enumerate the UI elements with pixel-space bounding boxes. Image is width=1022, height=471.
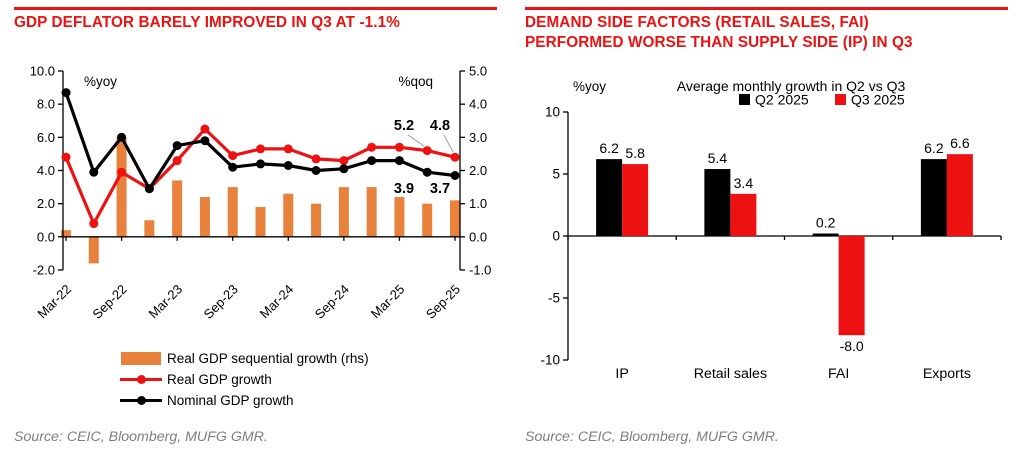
gdp-chart-svg: 10.0 8.0 6.0 4.0 2.0 0.0 -2.0 5.0 4.0 3.0 2.0 1.0 0.… <box>30 64 492 322</box>
svg-text:-5: -5 <box>548 291 560 306</box>
svg-text:Mar-24: Mar-24 <box>257 282 297 322</box>
svg-text:6.2: 6.2 <box>599 140 619 156</box>
source-note-left: Source: CEIC, Bloomberg, MUFG GMR. <box>14 429 268 445</box>
x-axis-labels: Mar-22 Sep-22 Mar-23 Sep-23 Mar-24 Sep-24 Mar-… <box>34 282 463 322</box>
svg-text:0.0: 0.0 <box>37 229 55 244</box>
svg-text:4.8: 4.8 <box>430 118 450 134</box>
right-chart-title: DEMAND SIDE FACTORS (RETAIL SALES, FAI) … <box>525 13 1013 53</box>
svg-text:Sep-25: Sep-25 <box>423 282 463 322</box>
svg-text:4.0: 4.0 <box>37 163 55 178</box>
svg-text:%qoq: %qoq <box>398 74 433 89</box>
legend-label-nominal-gdp: Nominal GDP growth <box>167 393 294 408</box>
svg-text:-2.0: -2.0 <box>33 263 55 278</box>
svg-text:5: 5 <box>552 167 560 182</box>
left-chart-title: GDP DEFLATOR BARELY IMPROVED IN Q3 AT -1… <box>14 14 400 31</box>
gdp-deflator-chart: 10.0 8.0 6.0 4.0 2.0 0.0 -2.0 5.0 4.0 3.0 2.0 1.0 0.… <box>0 60 511 333</box>
svg-text:4.0: 4.0 <box>469 97 487 112</box>
right-chart-legend: Q2 2025 Q3 2025 <box>739 92 905 108</box>
svg-text:Q2 2025: Q2 2025 <box>755 92 809 108</box>
svg-text:-8.0: -8.0 <box>840 338 864 354</box>
svg-text:Mar-25: Mar-25 <box>368 282 408 322</box>
bar-value-labels: 6.2 5.8 IP 5.4 3.4 Retail sales 0.2 -8.0 FAI 6.2 6… <box>599 135 971 382</box>
svg-text:0: 0 <box>552 229 560 244</box>
svg-text:6.2: 6.2 <box>924 140 944 156</box>
svg-text:Sep-23: Sep-23 <box>201 282 241 322</box>
black-line-marker-swatch-icon <box>120 394 162 407</box>
svg-text:%yoy: %yoy <box>84 74 117 89</box>
red-divider-rule-left <box>14 7 497 10</box>
svg-text:8.0: 8.0 <box>37 97 55 112</box>
svg-text:5.0: 5.0 <box>469 64 487 79</box>
axes: 10.0 8.0 6.0 4.0 2.0 0.0 -2.0 5.0 4.0 3.0 2.0 1.0 0.… <box>30 64 492 278</box>
svg-text:0.2: 0.2 <box>816 215 836 231</box>
svg-text:Average monthly growth in Q2 v: Average monthly growth in Q2 vs Q3 <box>677 78 906 94</box>
red-line-marker-swatch-icon <box>120 373 162 386</box>
source-note-right: Source: CEIC, Bloomberg, MUFG GMR. <box>525 429 779 445</box>
svg-text:6.0: 6.0 <box>37 130 55 145</box>
svg-text:5.2: 5.2 <box>394 118 414 134</box>
chart-header: %yoy Average monthly growth in Q2 vs Q3 <box>573 78 905 94</box>
svg-text:Mar-22: Mar-22 <box>34 282 74 322</box>
svg-text:2.0: 2.0 <box>37 196 55 211</box>
callout-labels: 5.2 4.8 3.9 3.7 <box>394 118 454 197</box>
gdp-deflator-panel: GDP DEFLATOR BARELY IMPROVED IN Q3 AT -1… <box>0 7 511 445</box>
legend-item-nominal-gdp: Nominal GDP growth <box>120 390 369 411</box>
svg-text:5.4: 5.4 <box>708 150 728 166</box>
right-chart-title-line2: PERFORMED WORSE THAN SUPPLY SIDE (IP) IN… <box>525 34 913 51</box>
svg-text:Sep-22: Sep-22 <box>89 282 129 322</box>
legend-item-sequential-growth: Real GDP sequential growth (rhs) <box>120 348 369 369</box>
svg-text:FAI: FAI <box>828 366 849 382</box>
svg-text:Q3 2025: Q3 2025 <box>851 92 905 108</box>
legend-item-real-gdp: Real GDP growth <box>120 369 369 390</box>
svg-text:3.9: 3.9 <box>394 181 414 197</box>
svg-text:10.0: 10.0 <box>30 64 55 79</box>
demand-supply-chart: %yoy Average monthly growth in Q2 vs Q3 Q2… <box>511 60 1022 397</box>
demand-supply-panel: DEMAND SIDE FACTORS (RETAIL SALES, FAI) … <box>511 0 1022 471</box>
svg-text:3.0: 3.0 <box>469 130 487 145</box>
orange-bar-swatch-icon <box>120 352 162 365</box>
series-real-gdp-growth <box>61 124 460 229</box>
svg-text:-10: -10 <box>540 353 560 368</box>
demand-chart-svg: %yoy Average monthly growth in Q2 vs Q3Q2… <box>540 78 1002 382</box>
svg-text:6.6: 6.6 <box>950 135 970 151</box>
svg-text:2.0: 2.0 <box>469 163 487 178</box>
right-chart-title-line1: DEMAND SIDE FACTORS (RETAIL SALES, FAI) <box>525 14 869 31</box>
bar-series <box>596 154 973 336</box>
red-divider-rule-right <box>525 7 1008 10</box>
svg-text:0.0: 0.0 <box>469 229 487 244</box>
series-real-gdp-sequential-bars <box>61 137 460 264</box>
svg-text:%yoy: %yoy <box>573 79 606 94</box>
svg-text:3.4: 3.4 <box>734 175 754 191</box>
svg-text:-1.0: -1.0 <box>469 263 491 278</box>
series-nominal-gdp-growth <box>61 88 460 194</box>
svg-text:IP: IP <box>615 366 628 382</box>
left-chart-legend: Real GDP sequential growth (rhs) Real GD… <box>120 348 369 411</box>
svg-text:5.8: 5.8 <box>625 145 645 161</box>
svg-text:Sep-24: Sep-24 <box>312 282 352 322</box>
svg-text:Mar-23: Mar-23 <box>146 282 186 322</box>
legend-label-sequential-growth: Real GDP sequential growth (rhs) <box>167 351 369 366</box>
svg-text:Retail sales: Retail sales <box>694 366 767 382</box>
legend-label-real-gdp: Real GDP growth <box>167 372 272 387</box>
svg-text:Exports: Exports <box>923 366 971 382</box>
svg-text:10: 10 <box>545 105 560 120</box>
svg-text:1.0: 1.0 <box>469 196 487 211</box>
svg-text:3.7: 3.7 <box>430 181 450 197</box>
